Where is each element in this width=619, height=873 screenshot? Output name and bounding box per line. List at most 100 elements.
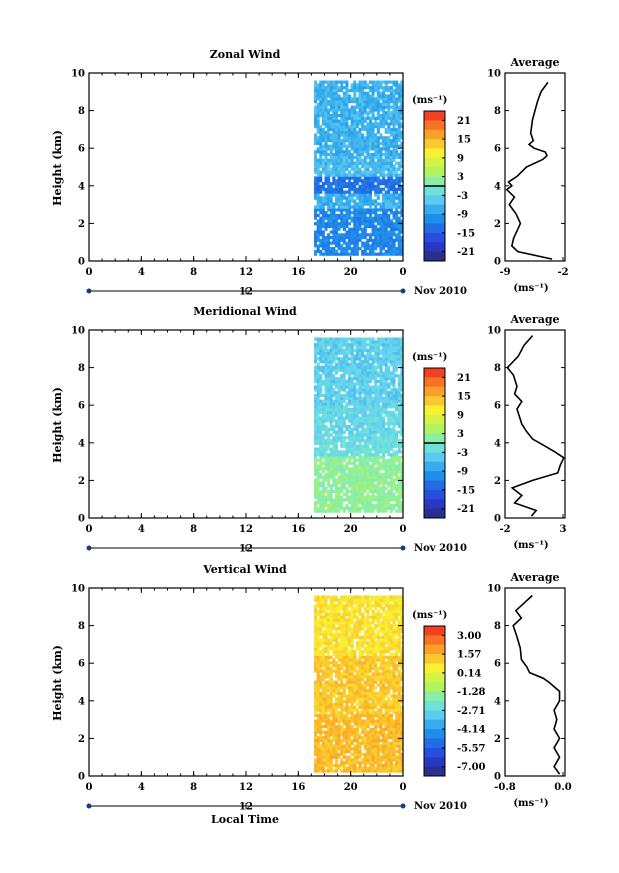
heatmap-cell <box>334 155 338 160</box>
heatmap-cell <box>395 503 399 508</box>
heatmap-cell <box>321 144 325 148</box>
heatmap-cell <box>355 354 359 358</box>
heatmap-cell <box>353 436 357 440</box>
heatmap-cell <box>314 155 318 160</box>
heatmap-cell <box>382 348 386 353</box>
heatmap-cell <box>348 419 352 423</box>
heatmap-cell <box>376 340 380 344</box>
heatmap-cell <box>324 354 328 358</box>
heatmap-cell <box>337 686 341 690</box>
heatmap-cell <box>319 419 323 423</box>
heatmap-cell <box>374 506 378 510</box>
heatmap-cell <box>397 492 401 496</box>
heatmap-cell <box>382 441 386 446</box>
heatmap-cell <box>332 501 336 505</box>
heatmap-cell <box>387 733 391 737</box>
heatmap-cell <box>366 472 370 477</box>
heatmap-cell <box>332 733 336 737</box>
heatmap-cell <box>345 472 349 477</box>
heatmap-cell <box>368 763 372 768</box>
heatmap-cell <box>361 705 365 709</box>
heatmap-cell <box>368 190 372 194</box>
heatmap-cell <box>376 472 380 477</box>
heatmap-cell <box>392 498 396 502</box>
heatmap-cell <box>353 382 357 386</box>
heatmap-cell <box>371 424 375 429</box>
heatmap-cell <box>366 116 370 120</box>
heatmap-cell <box>319 108 323 112</box>
heatmap-cell <box>353 139 357 143</box>
heatmap-cell <box>389 461 393 465</box>
heatmap-cell <box>392 182 396 186</box>
heatmap-cell <box>395 236 399 240</box>
heatmap-cell <box>355 495 359 499</box>
heatmap-cell <box>345 716 349 720</box>
heatmap-cell <box>392 222 396 226</box>
heatmap-cell <box>366 136 370 140</box>
heatmap-cell <box>387 357 391 361</box>
heatmap-cell <box>395 88 399 93</box>
heatmap-cell <box>334 396 338 400</box>
heatmap-cell <box>319 249 323 253</box>
heatmap-cell <box>340 503 344 508</box>
heatmap-cell <box>400 170 404 174</box>
heatmap-cell <box>392 244 396 248</box>
heatmap-cell <box>397 708 401 712</box>
heatmap-cell <box>363 94 367 98</box>
heatmap-cell <box>379 152 383 157</box>
heatmap-cell <box>395 374 399 378</box>
heatmap-cell <box>387 708 391 712</box>
heatmap-cell <box>379 755 383 759</box>
heatmap-cell <box>371 766 375 770</box>
heatmap-cell <box>327 761 331 765</box>
heatmap-cell <box>324 396 328 400</box>
heatmap-cell <box>337 208 341 212</box>
heatmap-cell <box>324 202 328 206</box>
heatmap-cell <box>389 238 393 242</box>
heatmap-cell <box>382 484 386 488</box>
heatmap-cell <box>371 219 375 223</box>
heatmap-cell <box>368 170 372 174</box>
heatmap-cell <box>374 133 378 137</box>
heatmap-cell <box>389 433 393 437</box>
heatmap-cell <box>316 161 320 165</box>
heatmap-cell <box>334 405 338 409</box>
heatmap-cell <box>324 105 328 109</box>
heatmap-cell <box>337 102 341 106</box>
heatmap-cell <box>384 475 388 479</box>
heatmap-cell <box>371 691 375 695</box>
heatmap-cell <box>384 708 388 712</box>
heatmap-cell <box>319 427 323 431</box>
heatmap-cell <box>374 216 378 220</box>
heatmap-cell <box>361 455 365 460</box>
heatmap-cell <box>329 464 333 468</box>
heatmap-cell <box>361 416 365 420</box>
heatmap-cell <box>316 205 320 209</box>
heatmap-cell <box>384 405 388 409</box>
heatmap-cell <box>400 450 404 454</box>
heatmap-cell <box>319 713 323 718</box>
heatmap-cell <box>366 405 370 409</box>
heatmap-cell <box>329 416 333 420</box>
heatmap-cell <box>342 80 346 84</box>
heatmap-cell <box>350 763 354 768</box>
heatmap-cell <box>334 241 338 245</box>
heatmap-cell <box>368 495 372 499</box>
heatmap-cell <box>366 377 370 381</box>
heatmap-cell <box>316 340 320 344</box>
heatmap-cell <box>355 116 359 120</box>
heatmap-cell <box>337 461 341 465</box>
heatmap-cell <box>316 388 320 392</box>
heatmap-cell <box>324 382 328 386</box>
heatmap-cell <box>340 467 344 471</box>
heatmap-cell <box>387 461 391 465</box>
heatmap-cell <box>389 744 393 748</box>
heatmap-cell <box>395 766 399 770</box>
heatmap-cell <box>345 368 349 372</box>
heatmap-cell <box>363 91 367 95</box>
heatmap-cell <box>382 108 386 112</box>
heatmap-cell <box>342 747 346 751</box>
heatmap-cell <box>334 170 338 174</box>
heatmap-cell <box>374 388 378 392</box>
heatmap-cell <box>384 441 388 446</box>
